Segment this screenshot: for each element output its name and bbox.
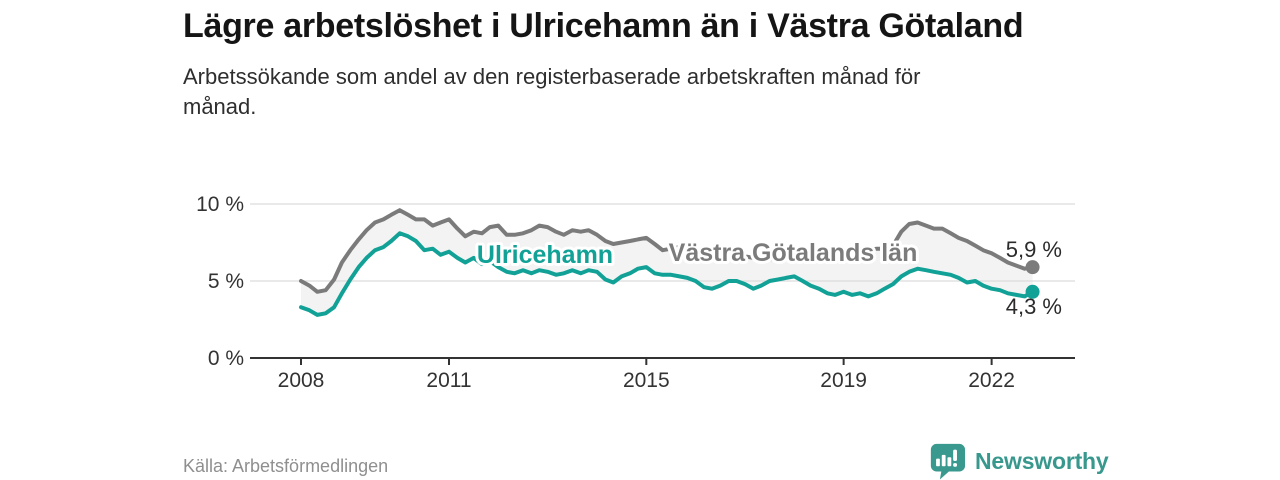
chart-subtitle: Arbetssökande som andel av den registerb… <box>183 64 921 120</box>
newsworthy-wordmark: Newsworthy <box>975 447 1109 474</box>
y-axis-tick-label: 10 % <box>196 193 244 216</box>
chart-header: Lägre arbetslöshet i Ulricehamn än i Väs… <box>183 6 1073 122</box>
vastra-gotaland-series-label: Västra Götalands län <box>669 239 918 267</box>
x-axis-tick-label: 2011 <box>426 369 471 392</box>
ulricehamn-line <box>299 231 1035 317</box>
ulricehamn-series-label: Ulricehamn <box>477 241 613 269</box>
newsworthy-speech-bubble-barchart-icon <box>930 443 966 480</box>
source-note: Källa: Arbetsförmedlingen <box>183 456 389 476</box>
vastra-gotaland-end-dot <box>1025 260 1040 275</box>
x-axis-tick-label: 2015 <box>623 369 670 392</box>
newsworthy-logo: Newsworthy <box>928 442 1109 480</box>
area-between-series <box>301 210 1033 315</box>
x-axis-tick-label: 2008 <box>278 369 325 392</box>
ulricehamn-end-dot <box>1025 284 1040 299</box>
x-axis-tick-label: 2022 <box>968 369 1015 392</box>
chart-title: Lägre arbetslöshet i Ulricehamn än i Väs… <box>183 7 1024 45</box>
y-axis-tick-label: 5 % <box>208 270 244 293</box>
y-axis-tick-label: 0 % <box>208 347 244 370</box>
ulricehamn-end-value-label: 4,3 % <box>1006 294 1062 319</box>
x-axis-tick-label: 2019 <box>820 369 867 392</box>
vastra-gotaland-end-value-label: 5,9 % <box>1006 237 1062 262</box>
vastra-gotaland-line <box>299 208 1035 294</box>
